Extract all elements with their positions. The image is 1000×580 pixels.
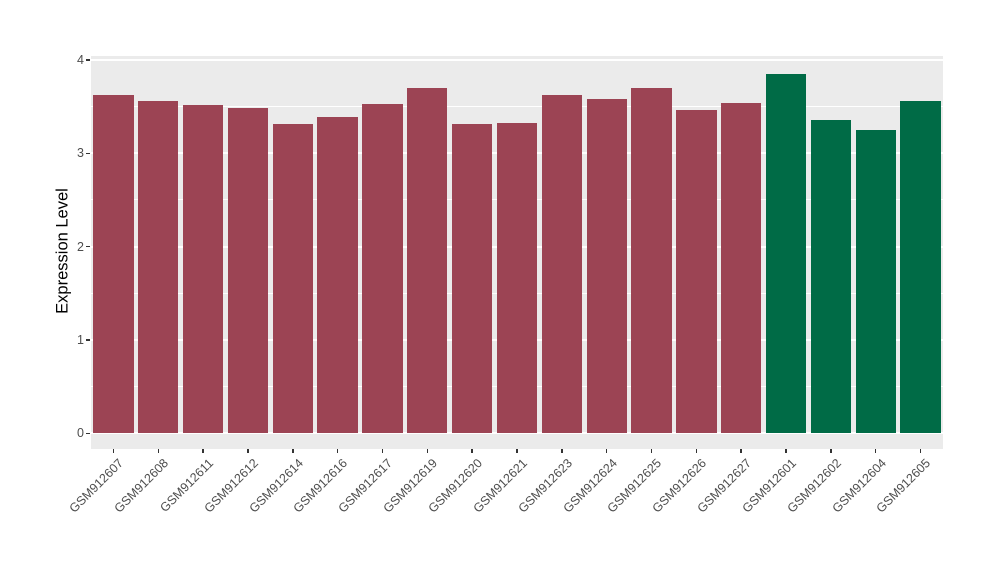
bar-GSM912605 xyxy=(900,101,941,434)
x-axis-tick-mark xyxy=(695,449,698,453)
bar-GSM912604 xyxy=(855,129,896,434)
plot-panel xyxy=(91,56,943,449)
y-axis-tick-label: 4 xyxy=(77,52,84,67)
bar-GSM912623 xyxy=(541,95,582,434)
x-axis-tick-mark xyxy=(605,449,608,453)
grid-line-major xyxy=(91,58,943,61)
y-axis-title: Expression Level xyxy=(53,188,72,314)
bar-GSM912627 xyxy=(721,102,762,434)
bar-GSM912607 xyxy=(93,95,134,434)
x-axis-tick-mark xyxy=(785,449,787,453)
bar-GSM912626 xyxy=(676,110,717,434)
bar-GSM912616 xyxy=(317,116,358,434)
y-axis-tick-label: 2 xyxy=(77,239,84,254)
bar-GSM912614 xyxy=(272,124,313,434)
x-axis-tick-mark xyxy=(919,449,922,453)
grid-line-minor xyxy=(91,106,943,108)
y-axis-tick-label: 3 xyxy=(77,146,84,161)
x-axis-tick-mark xyxy=(426,449,429,453)
x-axis-tick-mark xyxy=(650,449,653,453)
bar-GSM912619 xyxy=(407,87,448,434)
x-axis-tick-mark xyxy=(202,449,204,453)
bar-GSM912612 xyxy=(227,107,269,434)
x-axis-tick-mark xyxy=(157,449,159,453)
bar-GSM912624 xyxy=(586,99,627,434)
x-axis-tick-mark xyxy=(381,449,384,453)
x-axis-tick-mark xyxy=(830,449,832,453)
x-axis-tick-mark xyxy=(112,449,115,453)
x-axis-tick-mark xyxy=(292,449,294,453)
x-axis-tick-mark xyxy=(740,449,742,453)
x-axis-tick-mark xyxy=(516,449,518,453)
x-axis-tick-mark xyxy=(247,449,249,453)
y-axis-tick-mark xyxy=(86,245,90,248)
y-axis-tick-mark xyxy=(86,59,90,61)
x-axis-tick-mark xyxy=(561,449,563,453)
grid-line-major xyxy=(91,432,943,435)
bar-GSM912617 xyxy=(362,103,403,434)
y-axis-tick-mark xyxy=(86,152,90,155)
y-axis-tick-label: 0 xyxy=(77,426,84,441)
bar-GSM912611 xyxy=(182,104,224,434)
x-axis-tick-mark xyxy=(336,449,339,453)
x-axis-tick-mark xyxy=(471,449,473,453)
y-axis-tick-mark xyxy=(86,339,90,341)
bar-GSM912620 xyxy=(451,124,493,434)
bar-GSM912621 xyxy=(496,122,538,434)
x-axis-tick-mark xyxy=(874,449,877,453)
bar-GSM912608 xyxy=(138,101,179,434)
y-axis-tick-label: 1 xyxy=(77,332,84,347)
bar-GSM912625 xyxy=(631,87,672,434)
bar-GSM912601 xyxy=(765,73,807,434)
y-axis-tick-mark xyxy=(86,432,90,435)
bar-GSM912602 xyxy=(810,119,852,434)
